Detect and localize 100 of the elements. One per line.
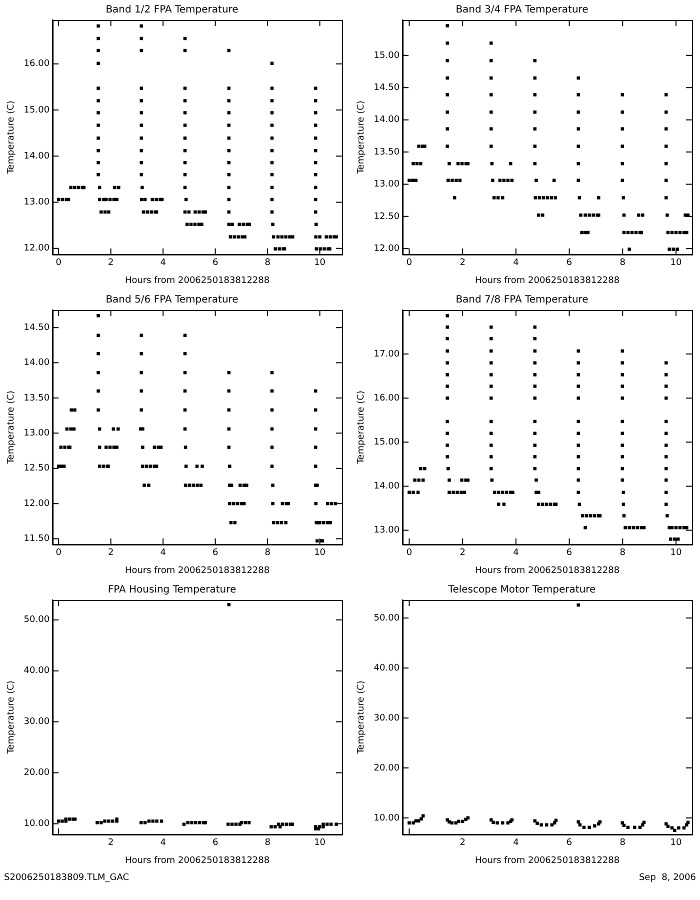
point — [139, 821, 143, 824]
point — [274, 825, 277, 828]
x-tick-label: 2 — [460, 258, 466, 268]
y-tick-label: 20.00 — [24, 768, 50, 778]
point — [576, 820, 580, 824]
point — [276, 822, 280, 826]
y-tick-label: 12.00 — [24, 498, 50, 509]
x-tick-label: 2 — [460, 548, 466, 558]
y-tick-label: 50.00 — [24, 615, 50, 626]
y-axis-title: Temperature (C) — [356, 390, 367, 465]
y-tick-label: 13.00 — [24, 198, 50, 208]
y-tick-label: 13.00 — [374, 526, 400, 536]
x-tick-label: 0 — [406, 258, 412, 268]
y-tick-label: 15.00 — [374, 50, 400, 61]
point — [230, 822, 234, 826]
y-tick-label: 14.00 — [374, 482, 400, 492]
y-tick-label: 13.00 — [374, 180, 400, 190]
x-tick-label: 10 — [314, 258, 326, 268]
x-axis-title: Hours from 2006250183812288 — [124, 276, 270, 286]
point — [151, 820, 154, 823]
point — [190, 821, 194, 824]
point — [673, 828, 676, 832]
point — [56, 820, 60, 823]
point — [111, 820, 114, 823]
point — [588, 826, 591, 830]
y-tick-label: 40.00 — [24, 666, 50, 676]
x-axis-title: Hours from 2006250183812288 — [474, 856, 620, 866]
point — [677, 826, 680, 830]
x-tick-label: 4 — [160, 838, 166, 848]
y-tick-label: 14.00 — [374, 115, 400, 126]
point — [641, 823, 644, 827]
chart-title: FPA Housing Temperature — [108, 584, 236, 596]
point — [334, 822, 338, 826]
y-tick-label: 14.50 — [374, 82, 400, 93]
point — [247, 821, 251, 824]
y-tick-label: 13.50 — [374, 147, 400, 158]
y-tick-label: 12.50 — [24, 464, 50, 474]
y-tick-label: 14.50 — [24, 322, 50, 333]
point — [147, 820, 151, 823]
chart-title: Band 5/6 FPA Temperature — [106, 294, 238, 306]
point — [329, 822, 333, 826]
point — [490, 818, 493, 822]
x-tick-label: 6 — [566, 548, 572, 558]
point — [182, 822, 186, 826]
y-tick-label: 10.00 — [24, 819, 50, 830]
point — [280, 822, 284, 826]
x-tick-label: 2 — [460, 838, 466, 848]
x-tick-label: 8 — [620, 838, 626, 848]
x-tick-label: 0 — [406, 548, 412, 558]
text: S2006250183809.TLM_GAC — [3, 872, 130, 885]
x-tick-label: 6 — [212, 838, 218, 848]
x-tick-label: 8 — [264, 548, 271, 558]
y-tick-label: 30.00 — [24, 717, 50, 728]
y-tick-label: 14.00 — [24, 358, 50, 368]
point — [143, 821, 147, 824]
x-axis-title: Hours from 2006250183812288 — [124, 566, 270, 576]
x-tick-label: 8 — [264, 838, 271, 848]
x-axis-title: Hours from 2006250183812288 — [124, 856, 270, 866]
point — [107, 820, 110, 823]
point — [155, 820, 158, 823]
chart-title: Band 7/8 FPA Temperature — [456, 294, 588, 306]
x-tick-label: 8 — [264, 258, 271, 268]
y-axis-title: Temperature (C) — [6, 100, 17, 175]
point — [60, 820, 64, 823]
x-tick-label: 10 — [314, 548, 326, 558]
y-axis-title: Temperature (C) — [6, 680, 17, 755]
x-tick-label: 6 — [212, 258, 218, 268]
y-tick-label: 50.00 — [374, 613, 400, 624]
point — [270, 825, 273, 828]
y-tick-label: 30.00 — [374, 713, 400, 724]
x-tick-label: 10 — [670, 258, 682, 268]
point — [536, 822, 539, 826]
x-tick-label: 2 — [108, 838, 114, 848]
point — [186, 821, 190, 824]
chart-title: Telescope Motor Temperature — [447, 584, 596, 596]
point — [408, 821, 411, 825]
point — [100, 821, 103, 824]
x-tick-label: 4 — [160, 258, 166, 268]
chart-title: Band 1/2 FPA Temperature — [106, 4, 238, 16]
y-tick-label: 14.00 — [24, 151, 50, 162]
y-tick-label: 12.00 — [374, 244, 400, 254]
point — [496, 821, 499, 825]
y-tick-label: 16.00 — [24, 59, 50, 70]
point — [226, 822, 230, 826]
point — [620, 821, 624, 825]
x-tick-label: 6 — [212, 548, 218, 558]
point — [194, 821, 198, 824]
point — [576, 603, 580, 607]
point — [593, 824, 596, 828]
y-tick-label: 15.00 — [24, 105, 50, 116]
x-axis-title: Hours from 2006250183812288 — [474, 566, 620, 576]
x-tick-label: 8 — [620, 258, 626, 268]
y-tick-label: 17.00 — [374, 349, 400, 360]
point — [198, 821, 202, 824]
x-tick-label: 10 — [670, 548, 682, 558]
x-tick-label: 10 — [670, 838, 682, 848]
point — [160, 820, 164, 823]
point — [96, 821, 99, 824]
x-tick-label: 8 — [620, 548, 626, 558]
point — [325, 822, 329, 826]
